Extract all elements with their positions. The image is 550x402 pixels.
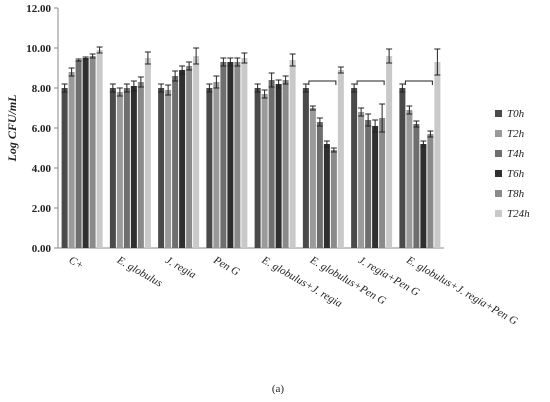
- significance-bracket: [404, 80, 433, 85]
- bar: [275, 84, 282, 248]
- bar: [302, 88, 309, 248]
- bar: [193, 56, 200, 248]
- bar: [68, 72, 75, 248]
- bar: [268, 80, 275, 248]
- significance-bracket: [308, 80, 337, 85]
- legend-swatch: [495, 130, 502, 137]
- legend-label: T2h: [507, 128, 525, 140]
- bar: [379, 118, 386, 248]
- bar: [289, 60, 296, 248]
- bar: [96, 50, 103, 248]
- bar: [144, 58, 151, 248]
- bar: [165, 90, 172, 248]
- bar: [282, 80, 289, 248]
- legend-swatch: [495, 110, 502, 117]
- bar: [406, 110, 413, 248]
- bar: [261, 94, 268, 248]
- bar: [427, 134, 434, 248]
- bar: [337, 70, 344, 248]
- bar: [241, 58, 248, 248]
- bar: [227, 62, 234, 248]
- bar: [372, 126, 379, 248]
- y-tick-label: 4.00: [32, 163, 52, 175]
- legend-label: T0h: [507, 108, 525, 120]
- y-axis-title: Log CFU/mL: [5, 94, 19, 162]
- bar: [413, 124, 420, 248]
- bar: [386, 56, 393, 248]
- legend-label: T8h: [507, 188, 525, 200]
- bar: [82, 58, 89, 248]
- bar: [365, 120, 372, 248]
- bar: [89, 56, 96, 248]
- y-tick-label: 12.00: [26, 3, 51, 15]
- y-tick-label: 2.00: [32, 203, 52, 215]
- legend-label: T24h: [507, 208, 530, 220]
- legend: T0h T2h T4h T6h T8h T24h: [495, 108, 530, 220]
- y-tick-label: 0.00: [32, 243, 52, 255]
- bar: [186, 66, 193, 248]
- x-tick-label: E. globulus+J. regia+Pen G: [404, 254, 520, 328]
- y-tick-label: 6.00: [32, 123, 52, 135]
- legend-swatch: [495, 190, 502, 197]
- bar: [330, 150, 337, 248]
- bar: [172, 76, 179, 248]
- legend-label: T6h: [507, 168, 525, 180]
- bar: [213, 82, 220, 248]
- bar: [158, 88, 165, 248]
- bar: [351, 88, 358, 248]
- bar: [316, 122, 323, 248]
- x-tick-label: J. regia: [163, 254, 198, 281]
- error-bars: [61, 46, 441, 153]
- legend-swatch: [495, 210, 502, 217]
- bar: [137, 82, 144, 248]
- bar: [130, 86, 137, 248]
- legend-swatch: [495, 170, 502, 177]
- significance-brackets: [308, 80, 433, 85]
- bar: [75, 60, 82, 248]
- y-tick-label: 10.00: [26, 43, 51, 55]
- bar: [399, 88, 406, 248]
- x-tick-label: C+: [67, 254, 86, 272]
- bar: [61, 88, 68, 248]
- bar-series: [61, 50, 441, 248]
- bar: [109, 88, 116, 248]
- bar: [234, 62, 241, 248]
- legend-label: T4h: [507, 148, 525, 160]
- bar: [179, 70, 186, 248]
- x-tick-label: Pen G: [211, 254, 242, 279]
- y-tick-label: 8.00: [32, 83, 52, 95]
- bar: [220, 62, 227, 248]
- bar: [116, 92, 123, 248]
- bar: [358, 112, 365, 248]
- bar: [309, 108, 316, 248]
- figure-caption: (a): [272, 383, 285, 395]
- bar: [123, 88, 130, 248]
- x-tick-label: E. globulus+J. regia: [259, 254, 345, 311]
- bar: [254, 88, 261, 248]
- x-tick-label: E. globulus: [114, 254, 164, 290]
- bar: [206, 88, 213, 248]
- significance-bracket: [356, 80, 385, 85]
- bar: [420, 144, 427, 248]
- bar: [323, 144, 330, 248]
- bar: [434, 62, 441, 248]
- legend-swatch: [495, 150, 502, 157]
